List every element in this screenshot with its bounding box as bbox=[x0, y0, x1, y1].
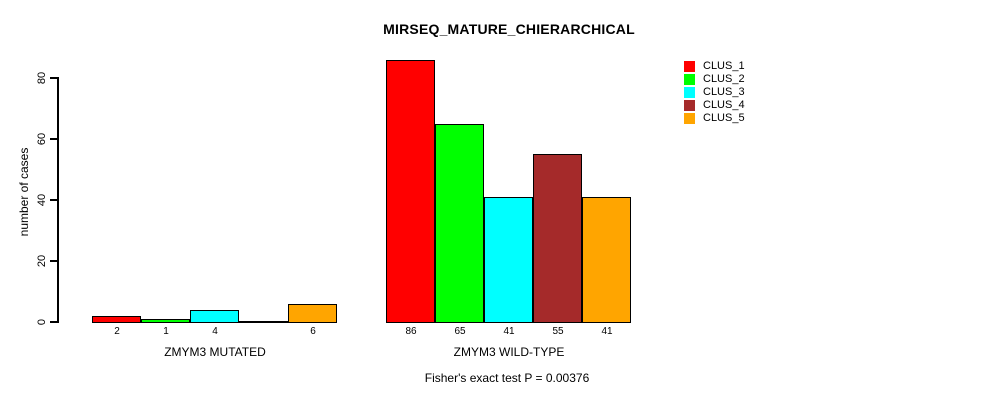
legend-label: CLUS_3 bbox=[703, 86, 745, 98]
bar bbox=[288, 304, 337, 323]
legend-item: CLUS_3 bbox=[684, 86, 745, 99]
bar-value-label: 6 bbox=[310, 326, 316, 337]
y-axis-tick-label: 0 bbox=[36, 318, 48, 326]
legend-label: CLUS_5 bbox=[703, 112, 745, 124]
bar bbox=[141, 319, 190, 323]
y-axis-tick bbox=[50, 199, 57, 201]
y-axis-tick-label: 80 bbox=[36, 71, 48, 85]
legend-item: CLUS_5 bbox=[684, 112, 745, 125]
bar bbox=[386, 60, 435, 323]
bar-value-label: 41 bbox=[503, 326, 515, 337]
legend-item: CLUS_2 bbox=[684, 73, 745, 86]
y-axis-tick-label: 20 bbox=[36, 254, 48, 268]
legend-swatch bbox=[684, 61, 695, 72]
bar-value-label: 2 bbox=[114, 326, 120, 337]
bar-value-label: 4 bbox=[212, 326, 218, 337]
bar bbox=[190, 310, 239, 323]
legend-item: CLUS_4 bbox=[684, 99, 745, 112]
legend-label: CLUS_2 bbox=[703, 73, 745, 85]
y-axis-label: number of cases bbox=[17, 147, 31, 237]
chart-title: MIRSEQ_MATURE_CHIERARCHICAL bbox=[383, 21, 635, 37]
bar-value-label: 55 bbox=[552, 326, 564, 337]
bar bbox=[533, 154, 582, 323]
y-axis-tick-label: 60 bbox=[36, 132, 48, 146]
legend: CLUS_1 CLUS_2 CLUS_3 CLUS_4 CLUS_5 bbox=[684, 60, 745, 125]
group-label: ZMYM3 MUTATED bbox=[164, 345, 266, 359]
bar-value-label: 65 bbox=[454, 326, 466, 337]
legend-swatch bbox=[684, 113, 695, 124]
bar bbox=[92, 316, 141, 323]
y-axis-tick bbox=[50, 138, 57, 140]
legend-item: CLUS_1 bbox=[684, 60, 745, 73]
bar bbox=[582, 197, 631, 323]
y-axis-tick bbox=[50, 321, 57, 323]
legend-swatch bbox=[684, 100, 695, 111]
bar bbox=[484, 197, 533, 323]
y-axis-tick bbox=[50, 77, 57, 79]
legend-label: CLUS_4 bbox=[703, 99, 745, 111]
legend-label: CLUS_1 bbox=[703, 60, 745, 72]
y-axis-tick-label: 40 bbox=[36, 193, 48, 207]
legend-swatch bbox=[684, 87, 695, 98]
bar-value-label: 1 bbox=[163, 326, 169, 337]
bar bbox=[435, 124, 484, 323]
bar-value-label: 86 bbox=[405, 326, 417, 337]
annotation-text: Fisher's exact test P = 0.00376 bbox=[424, 371, 590, 385]
y-axis-tick bbox=[50, 260, 57, 262]
group-label: ZMYM3 WILD-TYPE bbox=[453, 345, 565, 359]
y-axis-line bbox=[57, 77, 59, 323]
bar-value-label: 41 bbox=[601, 326, 613, 337]
legend-swatch bbox=[684, 74, 695, 85]
